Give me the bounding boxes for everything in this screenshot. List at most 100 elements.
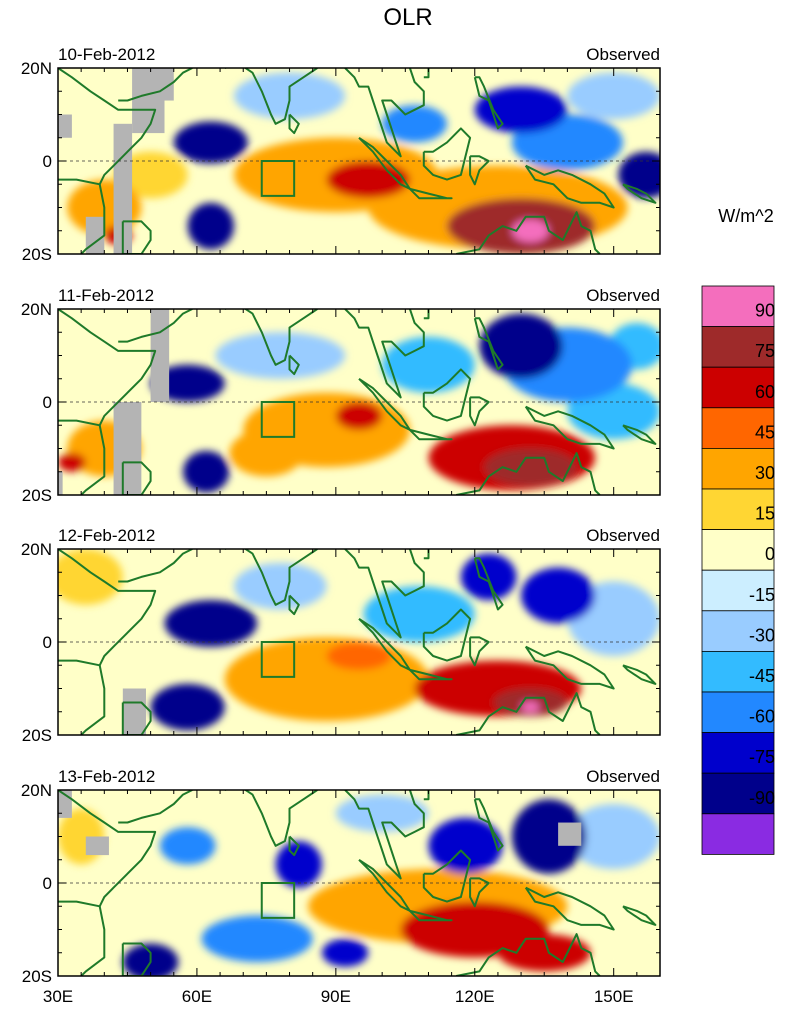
anomaly-cell [233,562,327,610]
missing-data-patch [155,68,174,101]
coastline [456,211,601,254]
anomaly-cell [201,915,313,963]
anomaly-cell [618,151,660,199]
coastline [58,900,106,976]
missing-data-patch [122,688,146,735]
coastline [473,317,504,371]
anomaly-cell [224,637,429,722]
coastline [58,419,106,495]
coastline [473,76,504,130]
olr-field [58,309,660,495]
coastline [469,396,490,427]
reference-box [260,882,296,919]
colorbar-label: -45 [749,666,775,686]
map-panel: 20N 0 20S 12-Feb-2012 Observed [21,526,661,745]
panels-layer: 20N 0 20S 10-Feb-2012 Observed 20N 0 20S 11-Feb-… [21,45,661,1006]
units-label: W/m^2 [718,206,773,226]
y-tick-label: 20S [22,967,52,986]
coastline [288,354,300,376]
coastline [58,309,157,426]
anomaly-cell [511,799,586,874]
chart-title: OLR [383,4,432,31]
olr-field [58,549,660,735]
coastline [224,549,318,606]
coastline [456,692,601,735]
x-tick-label: 120E [455,987,495,1006]
colorbar-label: -30 [749,625,775,645]
colorbar-label: -75 [749,747,775,767]
y-tick-label: 0 [43,633,52,652]
anomaly-cell [497,934,591,972]
colorbar-swatch [701,488,775,530]
x-tick-label: 90E [321,987,351,1006]
anomaly-cell [321,938,369,967]
colorbar-label: 15 [755,504,775,524]
anomaly-cell [243,392,410,468]
anomaly-cell [521,567,596,624]
coastline [224,790,318,847]
coastline [118,549,193,583]
anomaly-cell [382,105,447,143]
anomaly-cell [215,332,346,379]
panel-source-label: Observed [586,526,660,545]
coastline [58,659,106,735]
coastline [288,113,300,135]
anomaly-cell [164,600,258,647]
colorbar-label: 0 [765,544,775,564]
coastline [524,405,615,450]
coastline [622,905,657,926]
panel-source-label: Observed [586,767,660,786]
coastline [469,636,490,667]
coastline [224,309,318,366]
y-tick-label: 0 [43,874,52,893]
x-tick-label: 150E [594,987,634,1006]
reference-box [260,641,296,678]
missing-data-patch [558,822,582,846]
colorbar-swatch [701,447,775,490]
anomaly-cell [159,827,216,865]
anomaly-layer [58,549,660,731]
coastline [422,368,472,422]
coastline [121,461,152,495]
panel-date: 10-Feb-2012 [58,45,155,64]
coastline [422,127,472,181]
missing-data-patch [150,309,170,402]
coastline [473,557,504,611]
coastline [344,309,425,399]
coastline [622,664,657,685]
colorbar-swatch [701,772,775,815]
coastline [58,68,157,185]
coastline [622,424,657,445]
y-tick-label: 20S [22,726,52,745]
anomaly-cell [150,683,225,731]
colorbar-label: -60 [749,707,775,727]
y-tick-label: 20S [22,486,52,505]
coastline [409,668,453,681]
anomaly-cell [58,453,86,472]
coastline [118,309,193,343]
anomaly-cell [187,202,234,250]
coastline [456,452,601,495]
olr-field [58,68,660,254]
y-tick-label: 20N [21,59,52,78]
coastline [288,835,300,857]
x-tick-label: 30E [43,987,73,1006]
coastline [409,428,453,441]
y-tick-label: 0 [43,152,52,171]
coastline [344,68,425,158]
y-tick-label: 20N [21,540,52,559]
coastline [524,886,615,931]
colorbar-swatch [701,366,775,409]
missing-data-patch [85,836,109,856]
coastline [409,187,453,200]
anomaly-cell [567,803,660,870]
y-tick-label: 20N [21,300,52,319]
colorbar-swatch [701,732,775,774]
colorbar-label: 30 [755,463,775,483]
coastline [58,549,157,666]
coastline [344,790,425,880]
anomaly-layer [58,313,660,493]
colorbar-swatch [701,651,775,693]
anomaly-cell [335,794,429,832]
coastline [118,790,193,824]
